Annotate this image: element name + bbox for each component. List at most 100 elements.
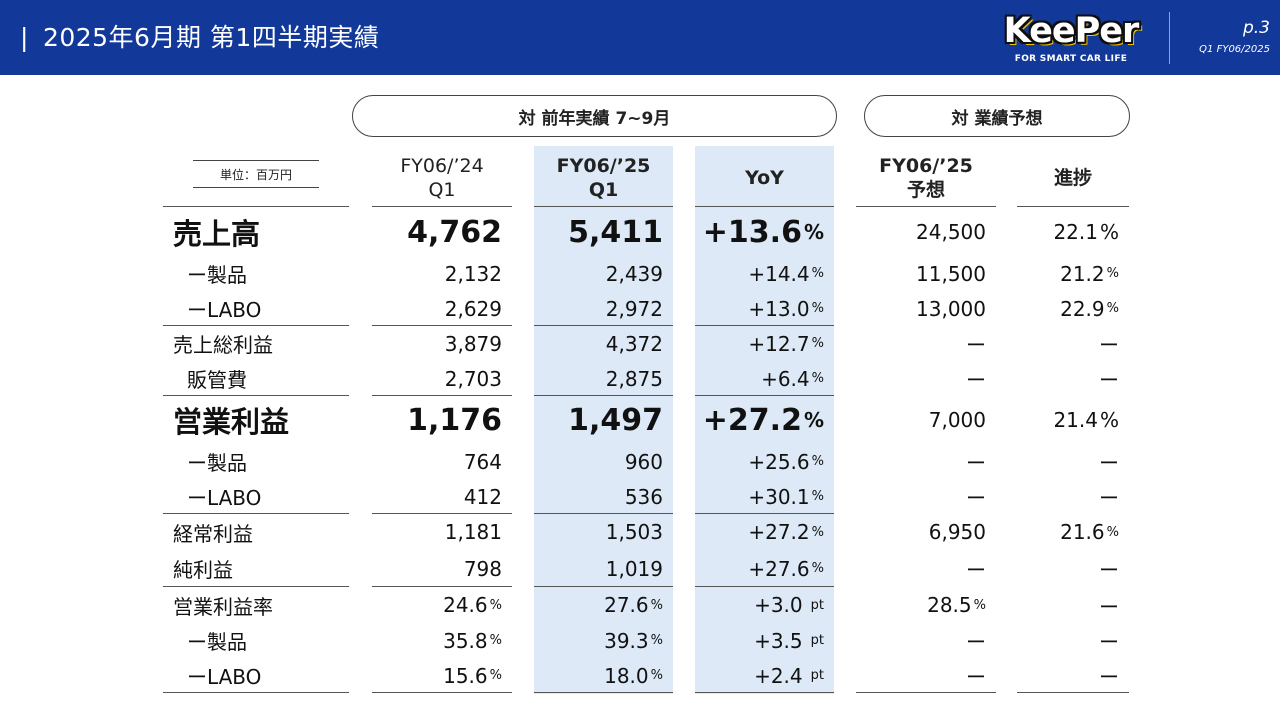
page-title: | 2025年6月期 第1四半期実績	[20, 18, 379, 54]
table-rule	[534, 206, 673, 207]
cell-yoy: +13.0%	[748, 296, 824, 321]
table-rule	[695, 513, 834, 514]
table-rule	[163, 692, 349, 693]
unit-suffix: %	[1106, 524, 1119, 540]
table-rule	[695, 692, 834, 693]
row-label: 売上総利益	[173, 333, 273, 357]
table-row: ーLABO 412 536 +30.1% ー ー	[0, 479, 1280, 514]
column-header-progress: 進捗	[1053, 166, 1092, 189]
cell-prog: 21.4%	[1053, 408, 1119, 432]
header-bar: | 2025年6月期 第1四半期実績 KeePer FOR SMART CAR L…	[0, 0, 1280, 75]
cell-fc: ー	[966, 630, 986, 654]
cell-prev: 35.8%	[443, 628, 502, 653]
unit-suffix: pt	[810, 597, 824, 613]
cell-prog: 21.6%	[1060, 520, 1119, 544]
unit-suffix: %	[650, 597, 663, 613]
row-label: ーLABO	[187, 665, 262, 689]
yoy-column-highlight	[695, 146, 834, 694]
table-row: 経常利益 1,181 1,503 +27.2% 6,950 21.6%	[0, 514, 1280, 550]
cell-prev: 1,176	[407, 402, 502, 438]
unit-suffix: %	[1099, 408, 1119, 432]
cell-fc: 11,500	[916, 261, 986, 286]
unit-suffix: %	[650, 633, 663, 648]
unit-suffix: %	[803, 408, 824, 432]
unit-label: 単位：百万円	[193, 160, 319, 188]
row-label: 販管費	[187, 368, 247, 392]
table-rule	[534, 325, 673, 326]
cell-yoy: +12.7%	[748, 331, 824, 356]
cell-cur: 27.6%	[604, 593, 663, 617]
unit-suffix: %	[811, 301, 824, 316]
cell-prog: ー	[1099, 368, 1119, 392]
cell-prev: 764	[463, 449, 502, 474]
column-header-prev: FY06/’24 Q1	[400, 154, 484, 201]
unit-suffix: %	[811, 454, 824, 469]
cell-yoy: +27.2%	[702, 402, 824, 438]
cell-yoy: +25.6%	[748, 449, 824, 474]
table-rule	[534, 513, 673, 514]
cell-yoy: +27.6%	[748, 556, 824, 581]
unit-suffix: %	[1106, 301, 1119, 316]
table-rule	[372, 692, 512, 693]
table-row: 販管費 2,703 2,875 +6.4% ー ー	[0, 361, 1280, 396]
current-column-highlight	[534, 146, 673, 694]
table-rule	[163, 513, 349, 514]
unit-suffix: %	[811, 561, 824, 576]
cell-prev: 412	[463, 484, 502, 509]
table-row: 営業利益率 24.6% 27.6% +3.0 pt 28.5% ー	[0, 587, 1280, 623]
cell-prev: 1,181	[444, 520, 502, 544]
row-label: 営業利益率	[173, 594, 273, 619]
cell-cur: 960	[624, 449, 663, 474]
table-rule	[1017, 692, 1129, 693]
table-rule	[534, 586, 673, 587]
cell-cur: 5,411	[568, 214, 663, 250]
table-rule	[534, 395, 673, 396]
cell-prev: 2,703	[444, 366, 502, 391]
table-row: ー製品 2,132 2,439 +14.4% 11,500 21.2%	[0, 256, 1280, 291]
cell-fc: ー	[966, 558, 986, 582]
header-divider	[1169, 12, 1170, 64]
table-rule	[856, 206, 996, 207]
table-row: ーLABO 2,629 2,972 +13.0% 13,000 22.9%	[0, 291, 1280, 326]
table-rule	[534, 692, 673, 693]
cell-fc: ー	[966, 368, 986, 392]
table-rule	[372, 513, 512, 514]
table-rule	[695, 395, 834, 396]
cell-prev: 24.6%	[443, 593, 502, 617]
cell-prev: 4,762	[407, 214, 502, 250]
cell-cur: 1,503	[605, 520, 663, 544]
table-rule	[163, 206, 349, 207]
cell-prog: 22.9%	[1060, 296, 1119, 321]
table-rule	[163, 395, 349, 396]
unit-suffix: %	[811, 336, 824, 351]
title-bar-mark: |	[20, 23, 29, 52]
cell-yoy: +27.2%	[748, 520, 824, 544]
logo-tagline: FOR SMART CAR LIFE	[1014, 54, 1128, 64]
cell-fc: ー	[966, 333, 986, 357]
cell-fc: ー	[966, 665, 986, 689]
cell-cur: 2,875	[605, 366, 663, 391]
cell-fc: 6,950	[928, 520, 986, 544]
table-row: ー製品 35.8% 39.3% +3.5 pt ー ー	[0, 623, 1280, 658]
unit-suffix: %	[650, 668, 663, 683]
cell-prev: 15.6%	[443, 663, 502, 688]
column-header-forecast: FY06/’25 予想	[879, 154, 973, 201]
unit-suffix: %	[811, 266, 824, 281]
page-title-text: 2025年6月期 第1四半期実績	[42, 23, 380, 52]
cell-prog: ー	[1099, 486, 1119, 510]
cell-prog: ー	[1099, 630, 1119, 654]
cell-yoy: +30.1%	[748, 484, 824, 509]
cell-prog: ー	[1099, 333, 1119, 357]
cell-fc: ー	[966, 451, 986, 475]
cell-yoy: +2.4 pt	[754, 663, 824, 688]
table-rule	[695, 586, 834, 587]
cell-prev: 2,629	[444, 296, 502, 321]
table-rule	[163, 325, 349, 326]
unit-suffix: %	[811, 489, 824, 504]
row-label: ー製品	[187, 630, 247, 654]
cell-cur: 2,439	[605, 261, 663, 286]
cell-prog: ー	[1099, 451, 1119, 475]
unit-suffix: %	[489, 597, 502, 613]
cell-prev: 798	[463, 556, 502, 581]
cell-prog: 22.1%	[1053, 220, 1119, 244]
